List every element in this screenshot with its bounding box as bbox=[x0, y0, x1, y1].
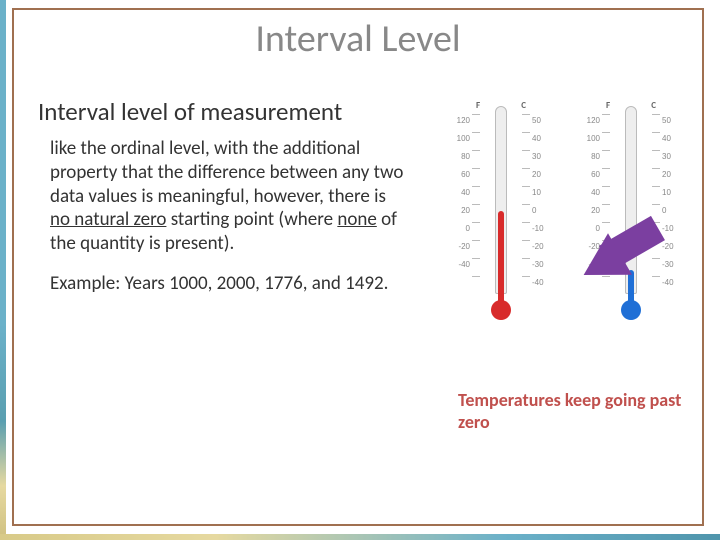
def-underline-2: none bbox=[337, 208, 376, 231]
definition-paragraph: like the ordinal level, with the additio… bbox=[50, 137, 408, 256]
example-paragraph: Example: Years 1000, 2000, 1776, and 149… bbox=[50, 272, 408, 296]
c-scale-right: 50403020100-10-20-30-40 bbox=[662, 112, 682, 292]
f-scale-left: 120100806040200-20-40 bbox=[450, 112, 470, 274]
background-bottom-strip bbox=[0, 534, 720, 540]
c-scale-left: 50403020100-10-20-30-40 bbox=[532, 112, 552, 292]
background-left-strip bbox=[0, 0, 6, 540]
def-mid: starting point (where bbox=[166, 208, 337, 231]
ticks-right bbox=[652, 114, 660, 294]
thermometer-bulb bbox=[621, 300, 641, 320]
def-underline-1: no natural zero bbox=[50, 208, 166, 231]
thermometer-figure: F C 120100806040200-20-40 50403020100-10… bbox=[438, 96, 698, 356]
content-area: Interval level of measurement like the o… bbox=[38, 96, 698, 312]
ticks-left bbox=[472, 114, 480, 294]
thermometer-bulb bbox=[491, 300, 511, 320]
unit-c-label: C bbox=[521, 100, 526, 111]
unit-f-label: F bbox=[476, 100, 480, 111]
slide-title: Interval Level bbox=[14, 16, 702, 62]
unit-f-label: F bbox=[606, 100, 610, 111]
slide-frame: Interval Level Interval level of measure… bbox=[12, 8, 704, 526]
unit-c-label: C bbox=[651, 100, 656, 111]
figure-caption: Temperatures keep going past zero bbox=[458, 390, 688, 433]
thermometer-red: F C 120100806040200-20-40 50403020100-10… bbox=[442, 100, 560, 326]
body-block: like the ordinal level, with the additio… bbox=[38, 137, 408, 296]
thermometer-blue: F C 120100806040200-20-40 50403020100-10… bbox=[572, 100, 690, 326]
thermometer-column bbox=[498, 211, 504, 305]
ticks-right bbox=[522, 114, 530, 294]
def-pre: like the ordinal level, with the additio… bbox=[50, 137, 403, 208]
